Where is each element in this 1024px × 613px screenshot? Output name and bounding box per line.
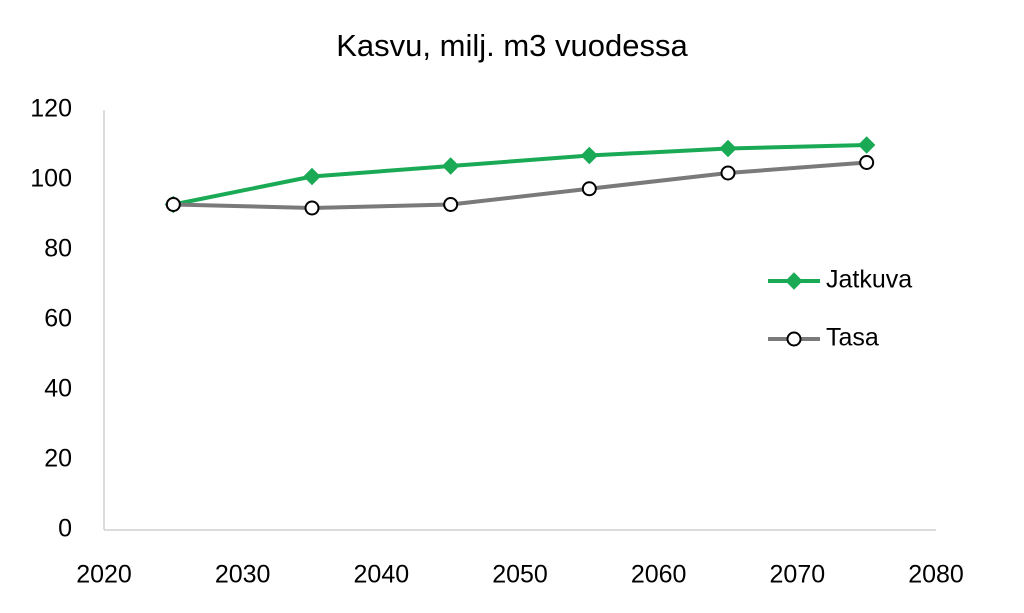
chart-title: Kasvu, milj. m3 vuodessa	[336, 28, 688, 63]
series-line	[173, 160, 867, 210]
y-tick-label: 120	[30, 95, 72, 123]
y-tick-label: 100	[30, 165, 72, 193]
data-point	[719, 139, 737, 158]
x-tick-label: 2020	[76, 561, 132, 589]
x-tick-label: 2060	[631, 561, 687, 589]
data-point	[857, 136, 876, 154]
y-tick-label: 40	[44, 375, 72, 403]
y-tick-label: 0	[58, 515, 72, 543]
data-point	[720, 165, 736, 181]
data-point	[165, 197, 181, 212]
data-point	[581, 181, 597, 197]
legend-label: Tasa	[826, 324, 879, 352]
x-tick-label: 2070	[770, 561, 826, 589]
x-tick-label: 2080	[908, 561, 964, 589]
legend-marker	[785, 272, 803, 290]
legend-marker	[786, 331, 802, 347]
data-point	[304, 200, 320, 216]
x-tick-label: 2040	[354, 561, 410, 589]
x-tick-label: 2050	[492, 561, 548, 589]
y-tick-label: 60	[44, 305, 72, 333]
series-line	[172, 143, 867, 207]
x-tick-label: 2030	[215, 561, 271, 589]
y-tick-label: 80	[44, 235, 72, 263]
data-point	[580, 146, 599, 165]
data-point	[443, 197, 459, 212]
y-tick-label: 20	[44, 445, 72, 473]
data-point	[303, 167, 321, 186]
data-point	[441, 157, 460, 175]
legend-label: Jatkuva	[826, 266, 912, 294]
data-point	[859, 155, 875, 170]
